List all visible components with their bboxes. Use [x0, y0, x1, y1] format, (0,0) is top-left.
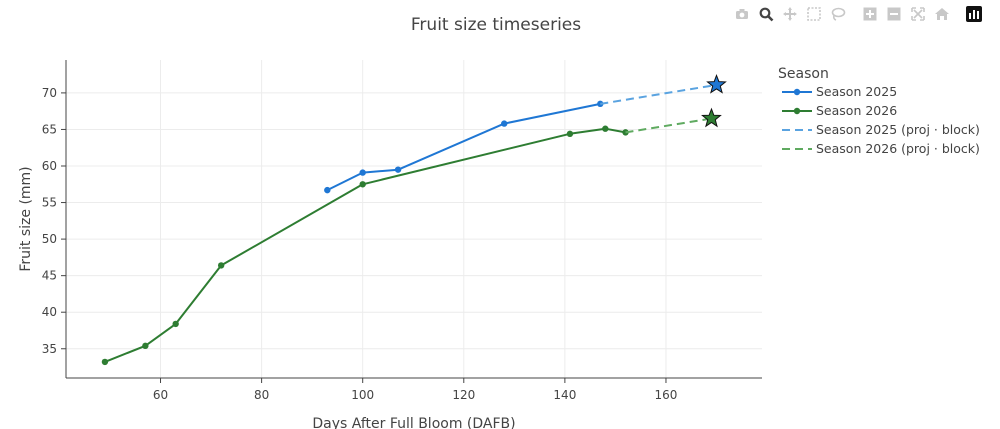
projection-star-marker	[706, 73, 727, 94]
series-line-1	[104, 127, 626, 363]
zoom-icon[interactable]	[754, 4, 778, 24]
y-tick-label: 45	[42, 269, 57, 283]
data-point	[217, 262, 225, 269]
lasso-select-icon[interactable]	[826, 4, 850, 24]
legend-entry: Season 2026 (proj · block)	[816, 141, 980, 156]
x-tick-label: 60	[153, 388, 168, 402]
x-tick-label: 140	[553, 388, 576, 402]
reset-axes-icon[interactable]	[930, 4, 954, 24]
plotly-logo-icon[interactable]	[962, 4, 986, 24]
x-tick-label: 160	[655, 388, 678, 402]
y-axis-title: Fruit size (mm)	[18, 166, 34, 271]
chart-toolbar	[730, 4, 986, 24]
y-tick-label: 40	[42, 305, 57, 319]
camera-icon[interactable]	[730, 4, 754, 24]
data-point	[359, 181, 366, 188]
data-point	[324, 186, 331, 194]
x-tick-label: 120	[452, 388, 475, 402]
x-tick-label: 100	[351, 388, 374, 402]
data-point	[359, 169, 366, 176]
series-line-2	[600, 83, 717, 105]
legend-marker	[793, 88, 801, 96]
legend-entry: Season 2025 (proj · block)	[816, 122, 980, 137]
y-tick-label: 60	[42, 159, 57, 173]
legend-entry: Season 2025	[816, 84, 897, 99]
box-select-icon[interactable]	[802, 4, 826, 24]
series-line-3	[625, 117, 712, 134]
pan-icon[interactable]	[778, 4, 802, 24]
zoom-in-icon[interactable]	[858, 4, 882, 24]
data-point	[142, 342, 149, 350]
data-point	[566, 130, 574, 138]
x-axis-title: Days After Full Bloom (DAFB)	[312, 416, 515, 429]
y-tick-label: 50	[42, 232, 57, 246]
data-point	[101, 358, 109, 366]
x-tick-label: 80	[254, 388, 269, 402]
legend-marker	[793, 107, 801, 115]
autoscale-icon[interactable]	[906, 4, 930, 24]
y-tick-label: 65	[42, 122, 57, 136]
data-point	[394, 166, 402, 173]
zoom-out-icon[interactable]	[882, 4, 906, 24]
y-tick-label: 35	[42, 342, 57, 356]
legend-title: Season	[778, 66, 829, 82]
data-point	[597, 100, 604, 108]
y-tick-label: 70	[42, 86, 57, 100]
legend-entry: Season 2026	[816, 103, 897, 118]
chart-title: Fruit size timeseries	[411, 15, 581, 35]
projection-star-marker	[701, 107, 722, 128]
y-tick-label: 55	[42, 196, 57, 210]
data-point	[501, 120, 508, 127]
data-point	[602, 125, 609, 132]
data-point	[172, 320, 179, 328]
